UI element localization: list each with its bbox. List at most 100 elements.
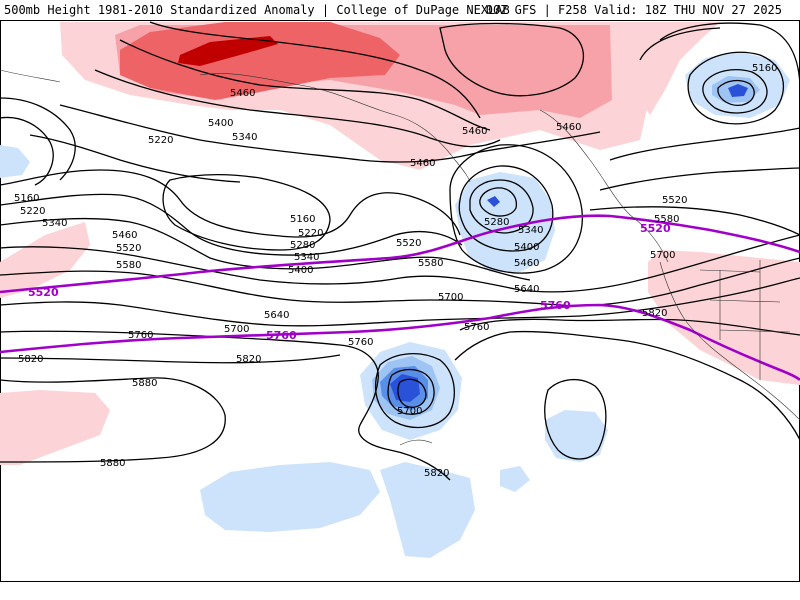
- contour-line: [479, 187, 518, 217]
- negative-anomaly-west-edge: [0, 145, 30, 178]
- contour-line: [0, 193, 463, 256]
- contour-label: 5160: [14, 193, 39, 204]
- positive-anomaly-west: [0, 222, 90, 298]
- contour-label: 5280: [484, 217, 509, 228]
- contour-line: [0, 257, 800, 307]
- colorbar: -5 -4 -3 -2 -1 0 1 2 3 4 5: [75, 580, 725, 582]
- contour-line: [387, 368, 435, 415]
- contour-line: [0, 277, 800, 327]
- contour-label: 5700: [224, 324, 249, 335]
- contour-line: [375, 353, 455, 429]
- contour-label: 5820: [424, 468, 449, 479]
- contour-label: 5460: [556, 122, 581, 133]
- height-contours: [0, 21, 800, 481]
- contour-line: [0, 377, 226, 463]
- positive-anomaly-ne: [640, 22, 720, 115]
- contour-label: 5460: [410, 158, 435, 169]
- anomaly-shading: [0, 22, 800, 558]
- contour-label: 5700: [438, 292, 463, 303]
- contour-label: 5760: [128, 330, 153, 341]
- coastline-hawaii: [399, 439, 433, 446]
- contour-label: 5580: [116, 260, 141, 271]
- negative-anomaly-south-east: [545, 410, 608, 462]
- colorbar-tick-label: -5: [75, 580, 85, 582]
- negative-anomaly-south-main-4: [390, 374, 420, 402]
- positive-anomaly-north-4: [178, 36, 278, 66]
- negative-anomaly-central: [455, 172, 555, 272]
- colorbar-tick-label: 3: [590, 580, 596, 582]
- contour-line: [609, 127, 800, 161]
- contour-label: 5340: [232, 132, 257, 143]
- contour-label: 5340: [518, 225, 543, 236]
- contour-line: [589, 206, 800, 236]
- contour-label: 5220: [298, 228, 323, 239]
- colorbar-tick-label: 1: [462, 580, 468, 582]
- contour-label: 5820: [642, 308, 667, 319]
- contour-line: [59, 104, 601, 163]
- contour-line: [717, 79, 755, 106]
- map-canvas: 5460 5400 5340 5220 5160 5220 5280 5340 …: [0, 20, 800, 582]
- contour-label: 5820: [236, 354, 261, 365]
- contour-label: 5400: [514, 242, 539, 253]
- negative-anomaly-central-2: [487, 196, 500, 207]
- coastline-california: [659, 261, 800, 421]
- colorbar-tick-label: 0: [398, 580, 404, 582]
- contour-5520-highlight: [0, 214, 800, 294]
- contour-label: 5520: [396, 238, 421, 249]
- contour-labels: 5460 5400 5340 5220 5160 5220 5280 5340 …: [14, 63, 777, 479]
- highlight-label-5760: 5760: [266, 329, 297, 342]
- coastline-alaska: [199, 73, 471, 183]
- contour-label: 5760: [464, 322, 489, 333]
- negative-anomaly-south-east-2: [500, 466, 530, 492]
- contour-label: 5460: [112, 230, 137, 241]
- colorbar-tick-label: -1: [332, 580, 342, 582]
- contour-label: 5580: [418, 258, 443, 269]
- contour-line: [459, 318, 800, 336]
- contour-label: 5460: [230, 88, 255, 99]
- contour-line: [162, 174, 331, 251]
- state-borders: [699, 260, 791, 380]
- contour-label: 5400: [208, 118, 233, 129]
- positive-anomaly-sw: [0, 390, 110, 465]
- contour-5760-highlight: [0, 303, 800, 381]
- colorbar-tick-label: -3: [203, 580, 213, 582]
- contour-label: 5340: [42, 218, 67, 229]
- contour-line: [469, 179, 534, 234]
- contour-label: 5820: [18, 354, 43, 365]
- contour-label: 5880: [132, 378, 157, 389]
- contour-label: 5700: [650, 250, 675, 261]
- coastline-siberia: [0, 69, 61, 83]
- contour-label: 5460: [462, 126, 487, 137]
- contour-line: [449, 144, 583, 274]
- negative-anomaly-ne-3: [728, 84, 748, 97]
- contour-line: [659, 22, 800, 91]
- contour-label: 5520: [116, 243, 141, 254]
- contour-label: 5400: [288, 265, 313, 276]
- coastline-canada: [539, 109, 669, 263]
- contour-label: 5640: [264, 310, 289, 321]
- colorbar-tick-label: 5: [719, 580, 725, 582]
- contour-label: 5520: [662, 195, 687, 206]
- contour-line: [439, 22, 584, 97]
- negative-anomaly-south-mid: [380, 462, 475, 558]
- contour-line: [454, 330, 800, 441]
- contour-label: 5160: [290, 214, 315, 225]
- colorbar-tick-label: -4: [139, 580, 149, 582]
- contour-line: [0, 97, 76, 181]
- contour-label: 5340: [294, 252, 319, 263]
- contour-line: [149, 21, 481, 119]
- contour-label: 5760: [348, 337, 373, 348]
- contour-label: 5220: [148, 135, 173, 146]
- contour-line: [119, 39, 491, 131]
- map-title: 500mb Height 1981-2010 Standardized Anom…: [4, 3, 510, 17]
- contour-line: [687, 51, 784, 125]
- contour-line: [702, 69, 768, 114]
- colorbar-tick-label: -2: [268, 580, 278, 582]
- contour-line: [544, 379, 607, 460]
- highlight-labels: 5520 5760 5760 5520: [28, 222, 671, 342]
- contour-line: [0, 354, 341, 364]
- contour-label: 5160: [752, 63, 777, 74]
- contour-line: [0, 234, 800, 293]
- model-run-info: 00Z GFS | F258 Valid: 18Z THU NOV 27 202…: [485, 3, 782, 17]
